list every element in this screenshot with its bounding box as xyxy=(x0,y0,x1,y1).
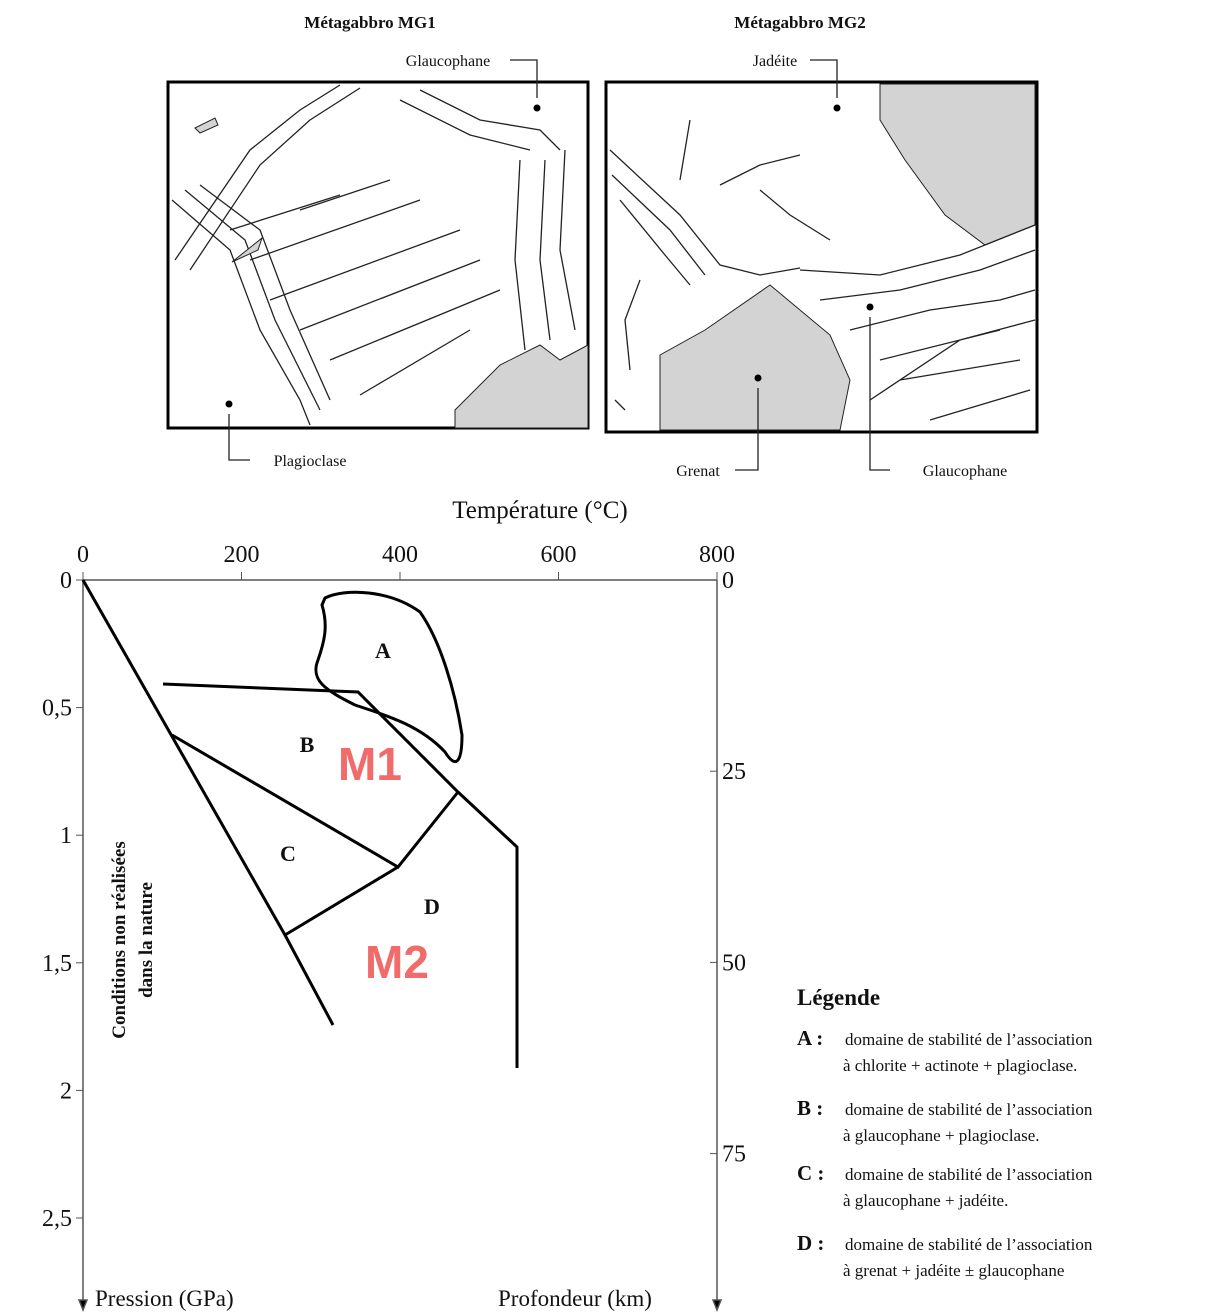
y-tick-label: 1 xyxy=(60,823,72,849)
legend: A : domaine de stabilité de l’association… xyxy=(797,1026,1093,1280)
mineral-label: Grenat xyxy=(676,463,720,480)
panel-title: Métagabbro MG2 xyxy=(734,13,865,32)
annotation: M1 xyxy=(338,738,402,790)
y-tick-label: 1,5 xyxy=(42,951,72,977)
y2-tick-label: 50 xyxy=(722,950,746,976)
legend-text: domaine de stabilité de l’association xyxy=(845,1100,1093,1119)
domain-label: A xyxy=(375,638,391,663)
domain-label: B xyxy=(300,732,315,757)
x-tick-label: 0 xyxy=(77,542,89,568)
mineral-label: Plagioclase xyxy=(274,453,347,470)
figure: Métagabbro MG1 Métagabbro MG2 Glaucophan… xyxy=(0,0,1225,1315)
panel-mg2 xyxy=(606,60,1037,470)
note: Conditions non réalisées xyxy=(109,841,130,1038)
mineral-label: Jadéite xyxy=(753,53,797,70)
y-tick-label: 2,5 xyxy=(42,1206,72,1232)
x-tick-label: 800 xyxy=(699,542,735,568)
y2-tick-label: 75 xyxy=(722,1142,746,1168)
legend-title: Légende xyxy=(797,985,880,1010)
y-axis-title: Pression (GPa) xyxy=(95,1286,234,1311)
x-tick-label: 200 xyxy=(224,542,260,568)
mineral-label: Glaucophane xyxy=(923,463,1007,480)
legend-text: à grenat + jadéite ± glaucophane xyxy=(843,1261,1064,1280)
panel-mg1 xyxy=(168,60,588,460)
x-axis-title: Température (°C) xyxy=(452,497,628,524)
legend-text: à glaucophane + plagioclase. xyxy=(843,1126,1040,1145)
panel-title: Métagabbro MG1 xyxy=(304,13,435,32)
legend-text: domaine de stabilité de l’association xyxy=(845,1165,1093,1184)
y-tick-label: 0,5 xyxy=(42,696,72,722)
legend-text: domaine de stabilité de l’association xyxy=(845,1030,1093,1049)
y-tick-label: 0 xyxy=(60,568,72,594)
legend-key: C : xyxy=(797,1161,824,1185)
y2-tick-label: 25 xyxy=(722,759,746,785)
legend-text: à glaucophane + jadéite. xyxy=(843,1191,1008,1210)
y-tick-label: 2 xyxy=(60,1078,72,1104)
x-tick-label: 600 xyxy=(541,542,577,568)
legend-key: B : xyxy=(797,1096,823,1120)
note: dans la nature xyxy=(136,882,157,998)
legend-key: D : xyxy=(797,1231,824,1255)
annotation: M2 xyxy=(365,936,429,988)
legend-key: A : xyxy=(797,1026,823,1050)
legend-text: domaine de stabilité de l’association xyxy=(845,1235,1093,1254)
y2-axis-title: Profondeur (km) xyxy=(498,1286,652,1311)
x-tick-label: 400 xyxy=(382,542,418,568)
mineral-label: Glaucophane xyxy=(406,53,490,70)
legend-text: à chlorite + actinote + plagioclase. xyxy=(843,1056,1077,1075)
y2-tick-label: 0 xyxy=(722,568,734,594)
domain-label: C xyxy=(280,841,296,866)
domain-label: D xyxy=(424,894,440,919)
